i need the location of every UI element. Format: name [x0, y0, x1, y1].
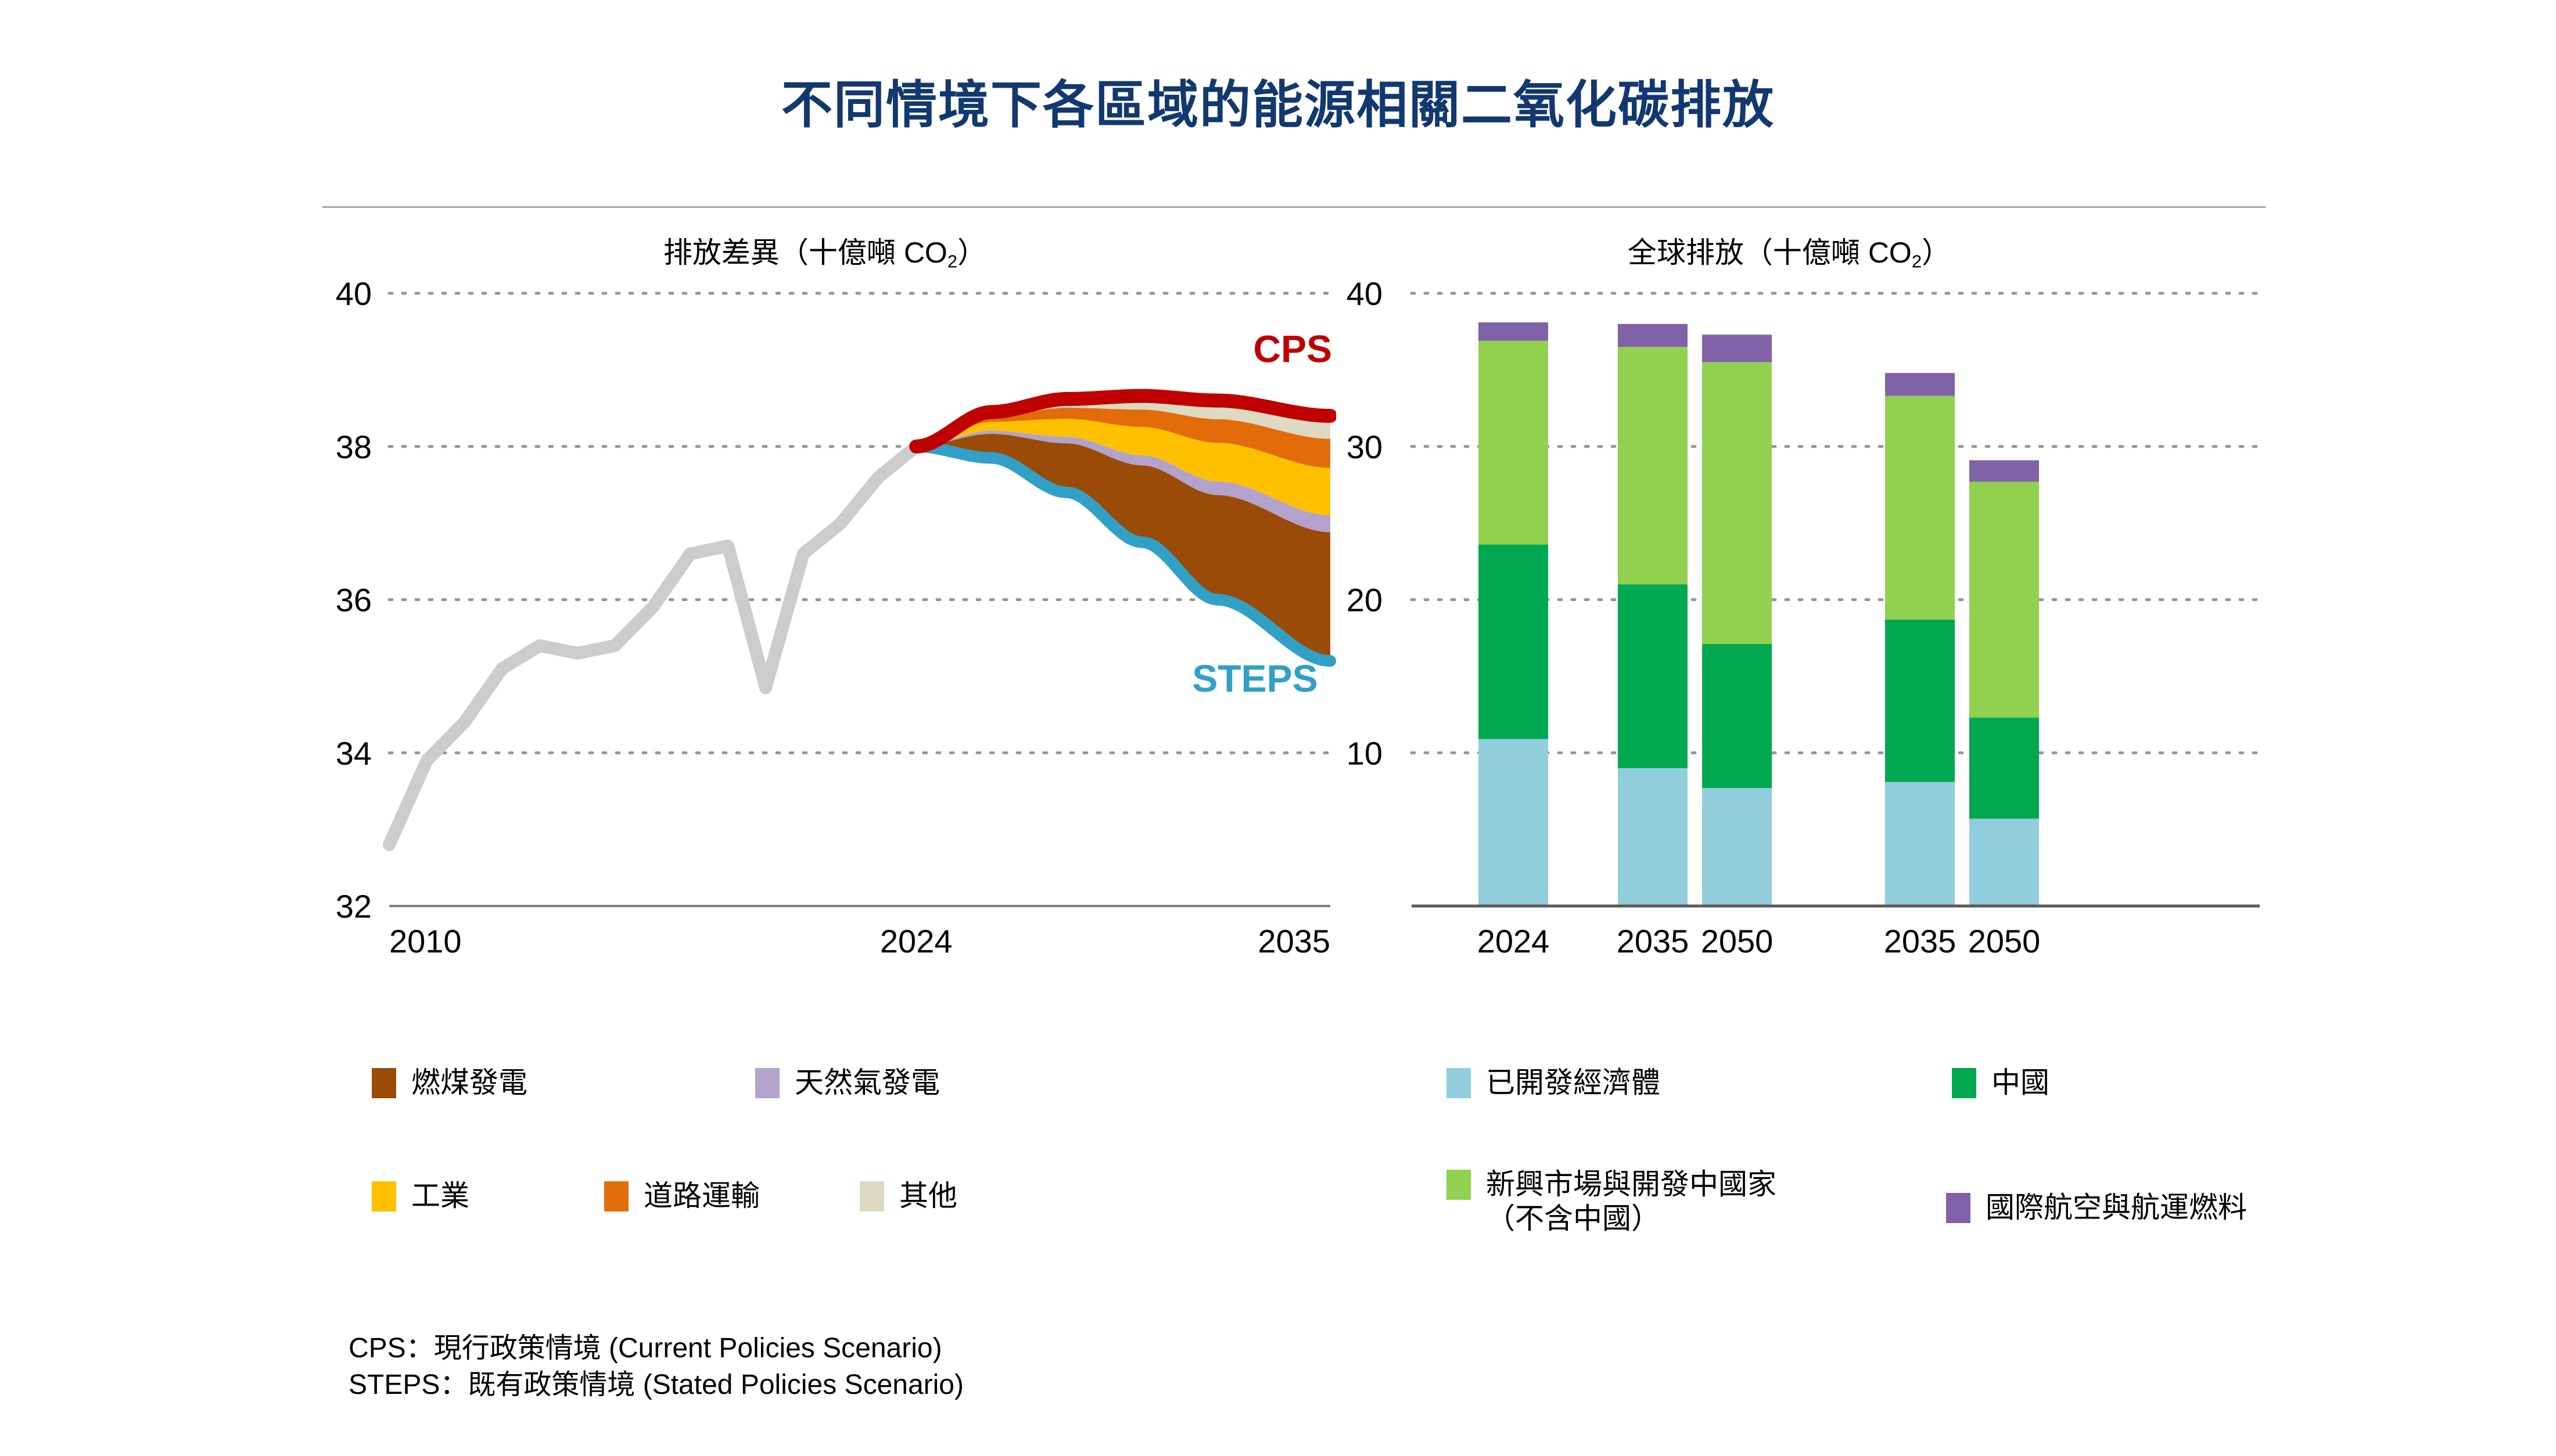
- right-legend-item[interactable]: 國際航空與航運燃料: [1946, 1191, 2247, 1225]
- bar-segment: [1478, 544, 1548, 739]
- left-y-tick: 38: [336, 429, 372, 465]
- right-y-tick: 10: [1347, 735, 1383, 771]
- right-x-tick: 2035: [1884, 923, 1957, 955]
- bar-segment: [1478, 340, 1548, 545]
- right-y-tick: 40: [1347, 275, 1383, 312]
- bar-segment: [1969, 460, 2039, 482]
- bar-segment: [1969, 717, 2039, 819]
- bar-segment: [1478, 739, 1548, 906]
- bar-segment: [1618, 584, 1688, 768]
- left-chart-panel: 排放差異（十億噸 CO2） 32 34 36 38 40 2010 2024 2035 CPS S…: [314, 229, 1336, 955]
- right-x-tick: 2050: [1701, 923, 1774, 955]
- right-legend-item[interactable]: 已開發經濟體: [1446, 1066, 1660, 1100]
- left-y-tick: 32: [336, 888, 372, 925]
- left-x-tick: 2035: [1258, 923, 1330, 955]
- legend-item-label: 已開發經濟體: [1486, 1066, 1660, 1099]
- legend-item-label: 其他: [899, 1180, 957, 1212]
- cps-line: [909, 389, 1336, 454]
- legend-swatch-icon: [1946, 1193, 1970, 1223]
- left-legend-item[interactable]: 天然氣發電: [755, 1066, 940, 1100]
- bar-segment: [1885, 373, 1955, 396]
- left-legend-item[interactable]: 燃煤發電: [372, 1066, 527, 1100]
- right-legend-item[interactable]: 中國: [1952, 1066, 2049, 1100]
- legend-swatch-icon: [604, 1181, 629, 1211]
- footnotes: CPS：現行政策情境 (Current Policies Scenario) S…: [349, 1333, 964, 1401]
- left-chart-canvas: 32 34 36 38 40 2010 2024 2035 CPS STEPS: [336, 275, 1336, 955]
- right-x-tick: 2035: [1617, 923, 1689, 955]
- right-y-tick: 30: [1347, 429, 1383, 465]
- legend-swatch-icon: [1446, 1170, 1471, 1200]
- left-legend-item[interactable]: 其他: [860, 1179, 957, 1213]
- right-chart-canvas: 1020304020242035205020352050CPSSTEPS: [1347, 275, 2261, 955]
- bar-segment: [1478, 322, 1548, 341]
- left-x-tick: 2010: [389, 923, 462, 955]
- bar-segment: [1969, 481, 2039, 718]
- left-legend-item[interactable]: 工業: [372, 1179, 469, 1213]
- legend-item-label: 工業: [411, 1180, 469, 1212]
- legend-swatch-icon: [860, 1181, 884, 1211]
- left-legend-item[interactable]: 道路運輸: [604, 1179, 760, 1213]
- bar-segment: [1702, 335, 1772, 362]
- history-line: [383, 440, 923, 851]
- left-y-tick: 34: [336, 735, 372, 771]
- legend-swatch-icon: [372, 1181, 396, 1211]
- bar-segment: [1885, 396, 1955, 620]
- bar-segment: [1618, 768, 1688, 906]
- left-chart-legend: 燃煤發電 天然氣發電工業 道路運輸 其他: [372, 1066, 1127, 1228]
- legend-item-label: 中國: [1991, 1066, 2049, 1099]
- right-x-tick: 2024: [1477, 923, 1550, 955]
- right-chart-legend: 已開發經濟體 中國新興市場與開發中國家 （不含中國） 國際航空與航運燃料: [1446, 1066, 2318, 1240]
- bar-segment: [1702, 362, 1772, 644]
- series-label-cps: CPS: [1253, 328, 1332, 371]
- left-x-tick: 2024: [880, 923, 953, 955]
- left-y-tick: 40: [336, 275, 372, 312]
- bar-segment: [1618, 323, 1688, 347]
- right-chart-panel: 全球排放（十億噸 CO2） 10 20 30 40 2024 2035 2050 2035 20…: [1295, 229, 2283, 955]
- legend-swatch-icon: [1446, 1068, 1471, 1098]
- bar-segment: [1618, 347, 1688, 585]
- legend-swatch-icon: [1952, 1068, 1976, 1098]
- right-legend-item[interactable]: 新興市場與開發中國家 （不含中國）: [1446, 1167, 1776, 1236]
- wedge-道路運輸: [916, 408, 1330, 468]
- bar-segment: [1885, 619, 1955, 782]
- header-divider: [322, 206, 2266, 208]
- legend-item-label: 燃煤發電: [411, 1066, 527, 1099]
- bar-segment: [1969, 818, 2039, 906]
- legend-item-label: 道路運輸: [644, 1180, 760, 1212]
- series-label-steps: STEPS: [1192, 657, 1318, 700]
- legend-swatch-icon: [755, 1068, 780, 1098]
- bar-segment: [1885, 782, 1955, 906]
- bar-segment: [1702, 788, 1772, 906]
- legend-item-label: 國際航空與航運燃料: [1986, 1191, 2247, 1224]
- bar-segment: [1702, 643, 1772, 788]
- legend-item-label: 天然氣發電: [795, 1066, 940, 1099]
- right-x-tick: 2050: [1968, 923, 2041, 955]
- legend-item-label: 新興市場與開發中國家 （不含中國）: [1486, 1168, 1776, 1235]
- legend-swatch-icon: [372, 1068, 396, 1098]
- left-y-tick: 36: [336, 582, 372, 619]
- left-chart-title: 排放差異（十億噸 CO2）: [663, 236, 987, 272]
- steps-line: [910, 440, 1336, 667]
- right-chart-title: 全球排放（十億噸 CO2）: [1627, 236, 1951, 272]
- right-y-tick: 20: [1347, 582, 1383, 619]
- page-title: 不同情境下各區域的能源相關二氧化碳排放: [781, 76, 1775, 134]
- wedge-工業: [916, 419, 1330, 516]
